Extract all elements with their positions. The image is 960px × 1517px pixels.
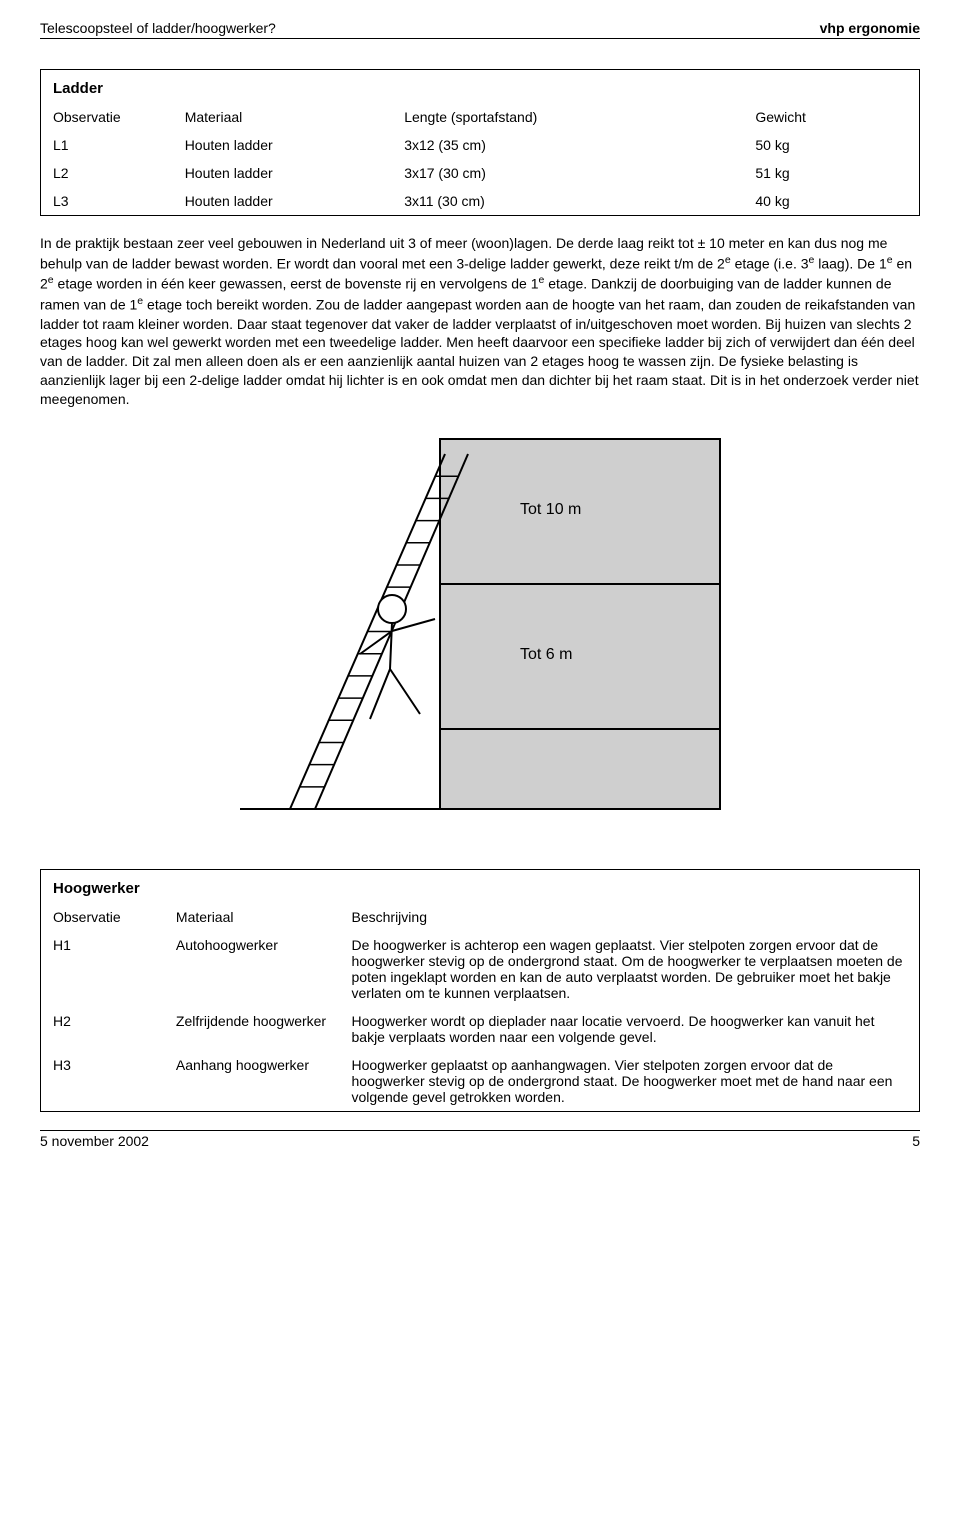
ladder-title: Ladder (41, 70, 919, 103)
diagram-svg: Tot 10 m Tot 6 m (220, 419, 740, 839)
page-footer: 5 november 2002 5 (40, 1130, 920, 1149)
col-materiaal: Materiaal (173, 103, 393, 131)
col-lengte: Lengte (sportafstand) (392, 103, 743, 131)
col-materiaal: Materiaal (164, 903, 340, 931)
ladder-diagram: Tot 10 m Tot 6 m (40, 419, 920, 839)
ladder-table: Observatie Materiaal Lengte (sportafstan… (41, 103, 919, 215)
header-right: vhp ergonomie (820, 20, 920, 36)
hoogwerker-table: Observatie Materiaal Beschrijving H1 Aut… (41, 903, 919, 1111)
col-beschrijving: Beschrijving (340, 903, 920, 931)
col-observatie: Observatie (41, 903, 164, 931)
footer-left: 5 november 2002 (40, 1133, 149, 1149)
hoogwerker-box: Hoogwerker Observatie Materiaal Beschrij… (40, 869, 920, 1112)
table-header-row: Observatie Materiaal Lengte (sportafstan… (41, 103, 919, 131)
body-paragraph: In de praktijk bestaan zeer veel gebouwe… (40, 234, 920, 409)
hoogwerker-title: Hoogwerker (41, 870, 919, 903)
svg-text:Tot 10 m: Tot 10 m (520, 501, 581, 518)
page-header: Telescoopsteel of ladder/hoogwerker? vhp… (40, 20, 920, 39)
footer-right: 5 (912, 1133, 920, 1149)
ladder-box: Ladder Observatie Materiaal Lengte (spor… (40, 69, 920, 216)
table-row: H3 Aanhang hoogwerker Hoogwerker geplaat… (41, 1051, 919, 1111)
table-row: H2 Zelfrijdende hoogwerker Hoogwerker wo… (41, 1007, 919, 1051)
header-left: Telescoopsteel of ladder/hoogwerker? (40, 20, 276, 36)
col-observatie: Observatie (41, 103, 173, 131)
table-header-row: Observatie Materiaal Beschrijving (41, 903, 919, 931)
col-gewicht: Gewicht (743, 103, 919, 131)
svg-text:Tot 6 m: Tot 6 m (520, 646, 572, 663)
table-row: L1 Houten ladder 3x12 (35 cm) 50 kg (41, 131, 919, 159)
table-row: L2 Houten ladder 3x17 (30 cm) 51 kg (41, 159, 919, 187)
table-row: H1 Autohoogwerker De hoogwerker is achte… (41, 931, 919, 1007)
table-row: L3 Houten ladder 3x11 (30 cm) 40 kg (41, 187, 919, 215)
